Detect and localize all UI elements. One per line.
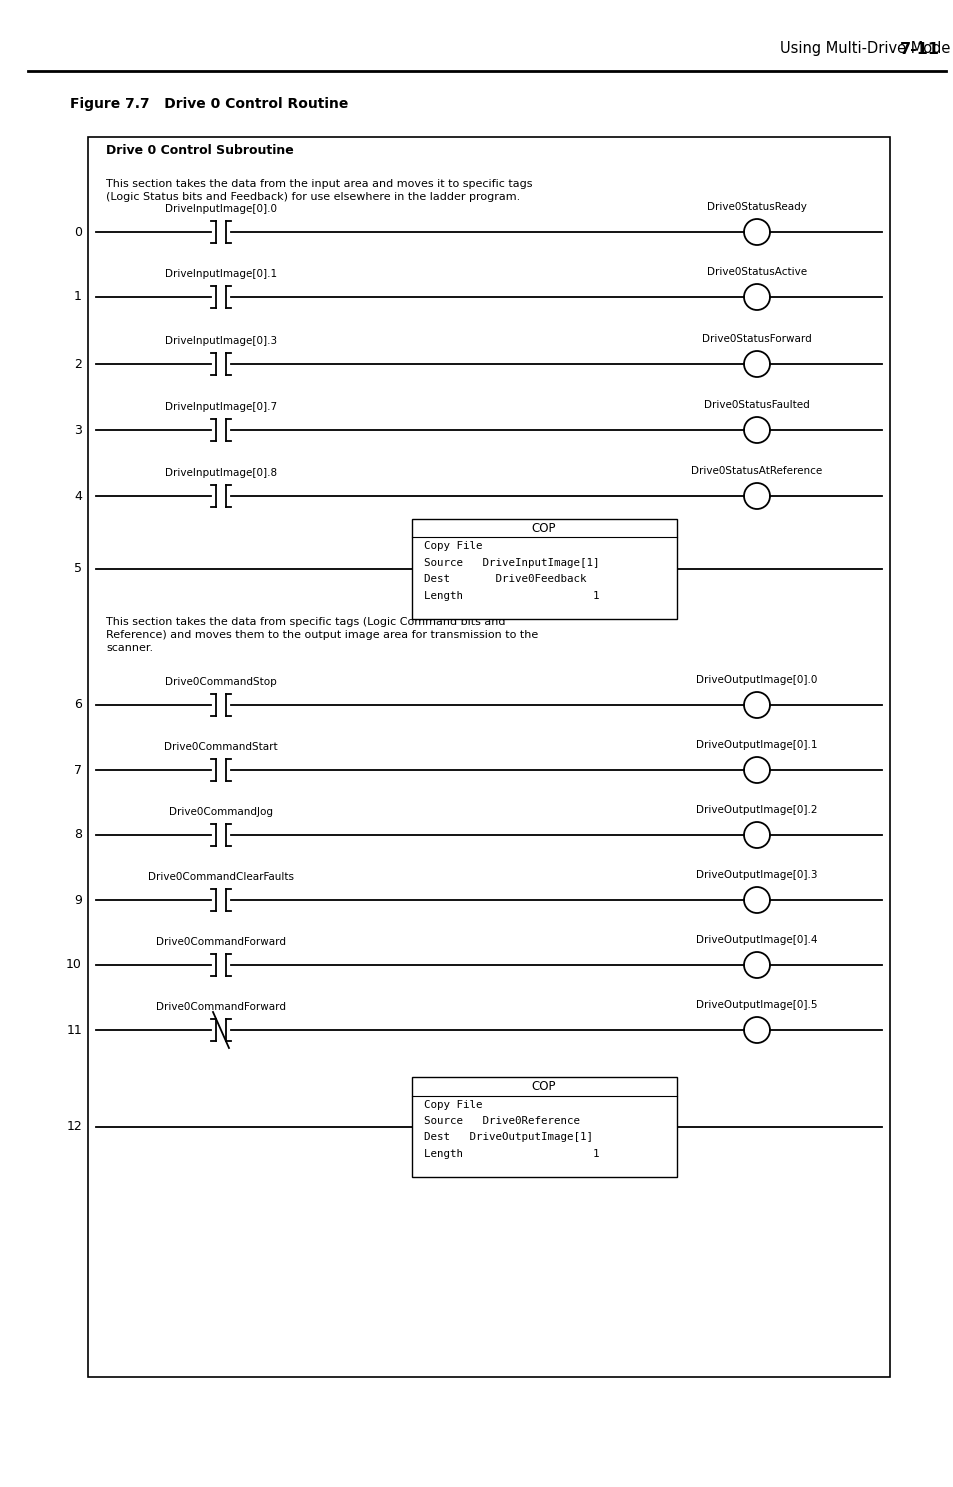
Text: Dest       Drive0Feedback: Dest Drive0Feedback [423, 574, 585, 584]
Text: 10: 10 [66, 959, 82, 971]
Text: Source   Drive0Reference: Source Drive0Reference [423, 1117, 578, 1126]
Text: This section takes the data from the input area and moves it to specific tags
(L: This section takes the data from the inp… [106, 178, 532, 202]
Text: 0: 0 [74, 226, 82, 238]
Text: 2: 2 [74, 357, 82, 370]
Text: Drive0StatusAtReference: Drive0StatusAtReference [691, 465, 821, 476]
Text: Drive0StatusReady: Drive0StatusReady [706, 202, 806, 213]
Text: Drive0CommandForward: Drive0CommandForward [156, 937, 286, 947]
Text: DriveOutputImage[0].5: DriveOutputImage[0].5 [696, 999, 817, 1010]
Text: 7-11: 7-11 [899, 42, 939, 57]
Text: This section takes the data from specific tags (Logic Command bits and
Reference: This section takes the data from specifi… [106, 617, 537, 653]
Text: DriveOutputImage[0].2: DriveOutputImage[0].2 [696, 804, 817, 815]
FancyBboxPatch shape [411, 519, 676, 619]
Text: 7: 7 [74, 763, 82, 776]
Text: Figure 7.7   Drive 0 Control Routine: Figure 7.7 Drive 0 Control Routine [70, 97, 348, 112]
Text: DriveOutputImage[0].3: DriveOutputImage[0].3 [696, 870, 817, 880]
Text: Drive0CommandStop: Drive0CommandStop [165, 677, 276, 687]
Text: 3: 3 [74, 424, 82, 437]
Text: Drive0CommandClearFaults: Drive0CommandClearFaults [148, 871, 294, 882]
Text: 6: 6 [74, 699, 82, 711]
Text: Drive0CommandStart: Drive0CommandStart [164, 742, 277, 752]
Text: 5: 5 [74, 562, 82, 575]
Text: Drive 0 Control Subroutine: Drive 0 Control Subroutine [106, 144, 294, 158]
Text: Using Multi-Drive Mode: Using Multi-Drive Mode [780, 42, 949, 57]
Text: Drive0StatusFaulted: Drive0StatusFaulted [703, 400, 809, 410]
Text: DriveOutputImage[0].4: DriveOutputImage[0].4 [696, 935, 817, 946]
Text: Source   DriveInputImage[1]: Source DriveInputImage[1] [423, 558, 598, 568]
Text: DriveInputImage[0].7: DriveInputImage[0].7 [165, 401, 276, 412]
Text: 12: 12 [66, 1121, 82, 1133]
Text: 11: 11 [66, 1023, 82, 1036]
Text: DriveOutputImage[0].1: DriveOutputImage[0].1 [696, 741, 817, 749]
Text: Copy File: Copy File [423, 541, 481, 552]
Text: 1: 1 [74, 290, 82, 303]
FancyBboxPatch shape [411, 1077, 676, 1178]
Text: Drive0CommandForward: Drive0CommandForward [156, 1002, 286, 1013]
Text: Length                    1: Length 1 [423, 1149, 598, 1158]
Text: DriveInputImage[0].0: DriveInputImage[0].0 [165, 204, 276, 214]
Text: 8: 8 [74, 828, 82, 842]
Text: 4: 4 [74, 489, 82, 503]
Text: Drive0StatusActive: Drive0StatusActive [706, 268, 806, 277]
Text: DriveInputImage[0].8: DriveInputImage[0].8 [165, 468, 276, 477]
Text: COP: COP [531, 522, 556, 535]
Text: 9: 9 [74, 894, 82, 907]
Text: Drive0CommandJog: Drive0CommandJog [169, 807, 273, 816]
Text: Dest   DriveOutputImage[1]: Dest DriveOutputImage[1] [423, 1133, 592, 1142]
Text: COP: COP [531, 1080, 556, 1093]
Text: Copy File: Copy File [423, 1099, 481, 1109]
Text: Drive0StatusForward: Drive0StatusForward [701, 335, 811, 343]
Text: DriveOutputImage[0].0: DriveOutputImage[0].0 [696, 675, 817, 686]
Text: Length                    1: Length 1 [423, 590, 598, 601]
Text: DriveInputImage[0].3: DriveInputImage[0].3 [165, 336, 276, 346]
FancyBboxPatch shape [88, 137, 889, 1377]
Text: DriveInputImage[0].1: DriveInputImage[0].1 [165, 269, 276, 280]
